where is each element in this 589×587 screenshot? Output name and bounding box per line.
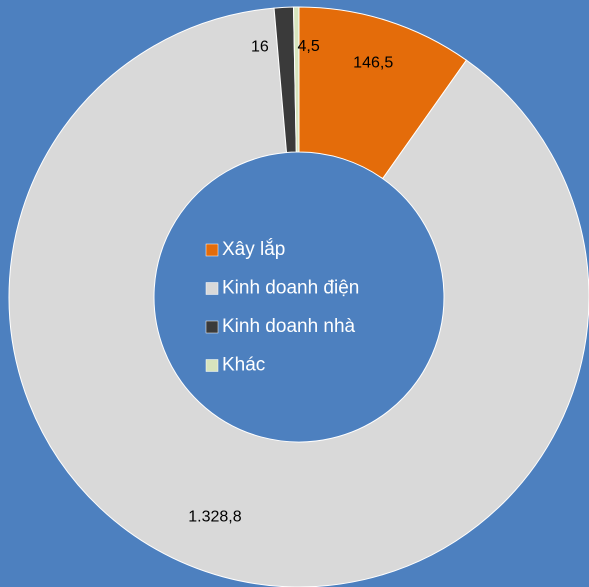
legend-label: Xây lắp (222, 238, 285, 260)
legend-swatch (205, 243, 219, 257)
legend-swatch (205, 359, 219, 372)
data-label: 16 (251, 39, 269, 56)
legend-label: Kinh doanh điện (222, 278, 359, 299)
legend-label: Kinh doanh nhà (222, 316, 356, 337)
data-label: 4,5 (298, 38, 320, 55)
legend-swatch (205, 320, 219, 334)
slice (8, 7, 589, 587)
legend-swatch (205, 282, 219, 295)
data-label: 1.328,8 (188, 509, 241, 526)
legend-label: Khác (222, 355, 265, 376)
data-label: 146,5 (353, 55, 393, 72)
slice (293, 6, 300, 153)
